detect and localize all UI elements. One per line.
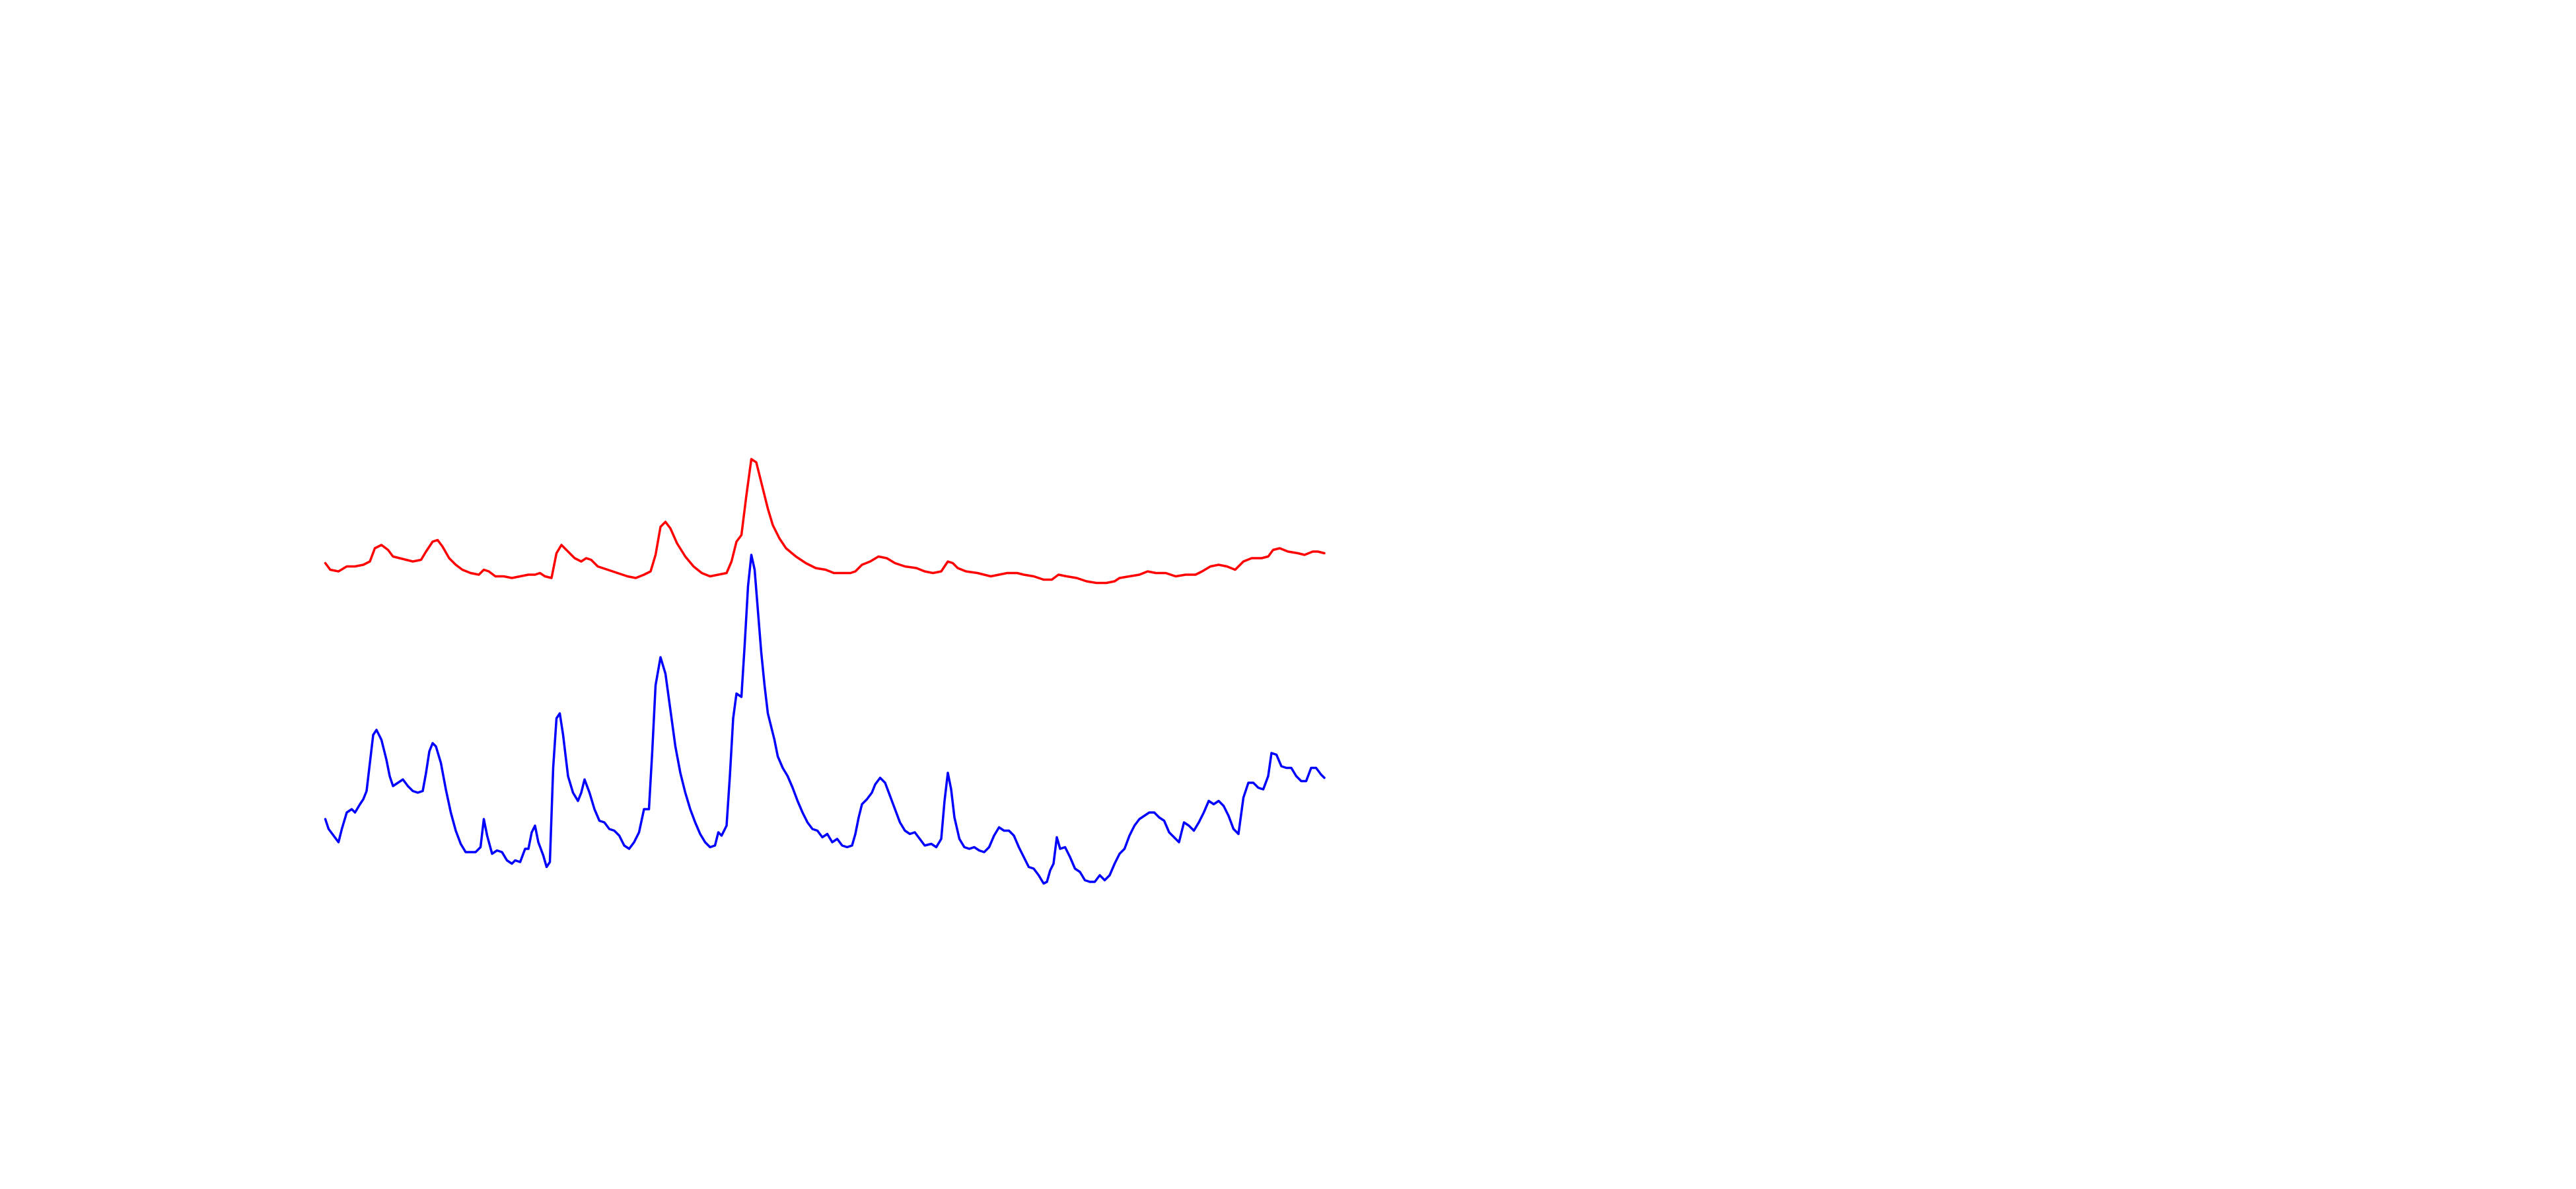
data-line <box>324 554 1326 885</box>
data-line <box>324 458 1326 585</box>
